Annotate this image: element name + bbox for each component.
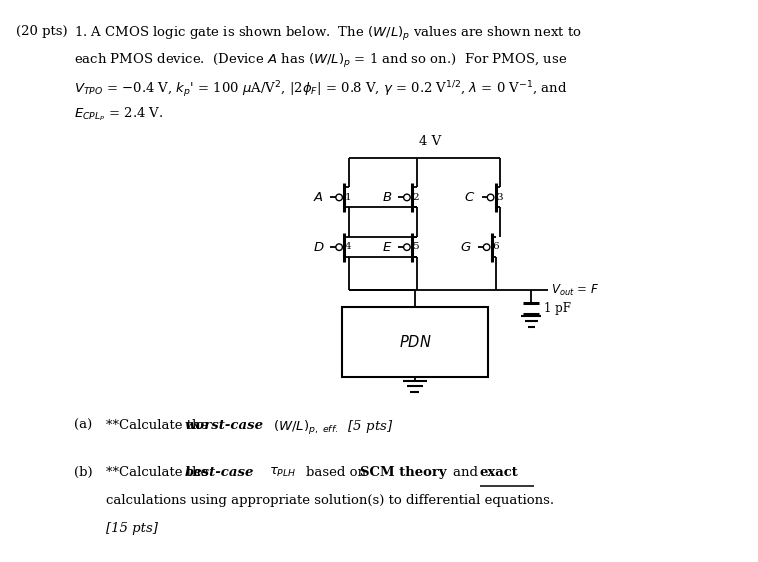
Text: $E$: $E$ — [381, 241, 392, 253]
Bar — [342, 307, 487, 377]
Text: $D$: $D$ — [312, 241, 324, 253]
Text: exact: exact — [480, 466, 518, 479]
Text: $G$: $G$ — [460, 241, 471, 253]
Text: 5: 5 — [412, 242, 419, 251]
Text: **Calculate the: **Calculate the — [106, 466, 212, 479]
Text: $(W/L)_{p,\ eff.}$  [5 pts]: $(W/L)_{p,\ eff.}$ [5 pts] — [274, 419, 394, 437]
Text: [15 pts]: [15 pts] — [106, 522, 158, 535]
Text: $C$: $C$ — [465, 191, 475, 204]
Text: 1. A CMOS logic gate is shown below.  The $(W/L)_p$ values are shown next to: 1. A CMOS logic gate is shown below. The… — [74, 25, 582, 43]
Text: 6: 6 — [492, 242, 499, 251]
Text: 1 pF: 1 pF — [544, 302, 572, 315]
Text: worst-case: worst-case — [185, 419, 264, 432]
Text: based on: based on — [306, 466, 371, 479]
Text: $A$: $A$ — [313, 191, 324, 204]
Text: **Calculate the: **Calculate the — [106, 419, 212, 432]
Text: (20 pts): (20 pts) — [17, 25, 68, 38]
Text: (a): (a) — [74, 419, 92, 432]
Text: $B$: $B$ — [382, 191, 392, 204]
Text: 2: 2 — [412, 193, 419, 202]
Text: $V_{TPO}$ = $-$0.4 V, $k_p$' = 100 $\mu$A/V$^2$, |2$\phi_F$| = 0.8 V, $\gamma$ =: $V_{TPO}$ = $-$0.4 V, $k_p$' = 100 $\mu$… — [74, 79, 568, 99]
Text: SCM theory: SCM theory — [360, 466, 446, 479]
Text: $E_{CPL_P}$ = 2.4 V.: $E_{CPL_P}$ = 2.4 V. — [74, 106, 164, 124]
Text: calculations using appropriate solution(s) to differential equations.: calculations using appropriate solution(… — [106, 495, 554, 507]
Text: $\tau_{PLH}$: $\tau_{PLH}$ — [269, 466, 297, 479]
Text: 3: 3 — [496, 193, 503, 202]
Text: $V_{out}$ = $F$: $V_{out}$ = $F$ — [551, 283, 600, 297]
Text: 1: 1 — [345, 193, 351, 202]
Text: best-case: best-case — [185, 466, 254, 479]
Text: 4 V: 4 V — [418, 135, 441, 148]
Text: (b): (b) — [74, 466, 92, 479]
Text: 4: 4 — [345, 242, 351, 251]
Text: and: and — [453, 466, 482, 479]
Text: each PMOS device.  (Device $A$ has $(W/L)_p$ = 1 and so on.)  For PMOS, use: each PMOS device. (Device $A$ has $(W/L)… — [74, 52, 568, 70]
Text: $PDN$: $PDN$ — [399, 334, 431, 350]
